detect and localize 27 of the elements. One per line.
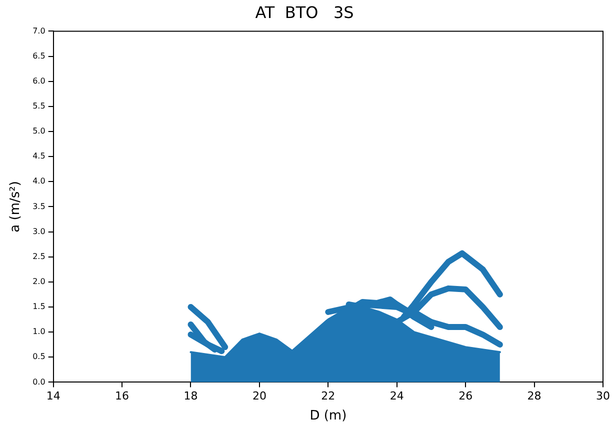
y-tick-label: 5.5: [32, 101, 46, 110]
y-tick-label: 4.5: [32, 152, 46, 161]
y-tick-label: 5.0: [32, 126, 46, 136]
y-tick-label: 4.0: [32, 176, 46, 186]
x-tick-label: 24: [390, 390, 404, 403]
x-tick-label: 28: [527, 390, 542, 403]
x-axis-title: D (m): [310, 408, 347, 424]
x-tick-label: 30: [596, 390, 610, 403]
x-tick-label: 22: [321, 390, 336, 403]
y-tick-label: 3.5: [32, 202, 46, 211]
x-tick-label: 26: [458, 390, 473, 403]
x-tick-label: 20: [252, 390, 266, 403]
y-tick-label: 6.5: [32, 51, 46, 60]
x-tick-label: 16: [115, 390, 130, 403]
y-tick-label: 1.5: [32, 302, 46, 312]
y-axis-title: a (m/s²): [8, 181, 24, 232]
chart-title: AT BTO 3S: [255, 2, 354, 22]
y-tick-label: 1.0: [32, 327, 46, 336]
x-tick-label: 18: [184, 390, 198, 403]
y-tick-label: 0.5: [32, 352, 46, 362]
y-tick-label: 0.0: [32, 377, 46, 386]
y-tick-label: 6.0: [32, 76, 46, 86]
y-tick-label: 3.0: [32, 226, 46, 236]
y-tick-label: 7.0: [32, 26, 46, 36]
y-tick-label: 2.5: [32, 252, 46, 261]
y-tick-label: 2.0: [32, 276, 46, 286]
x-tick-label: 14: [46, 390, 60, 403]
